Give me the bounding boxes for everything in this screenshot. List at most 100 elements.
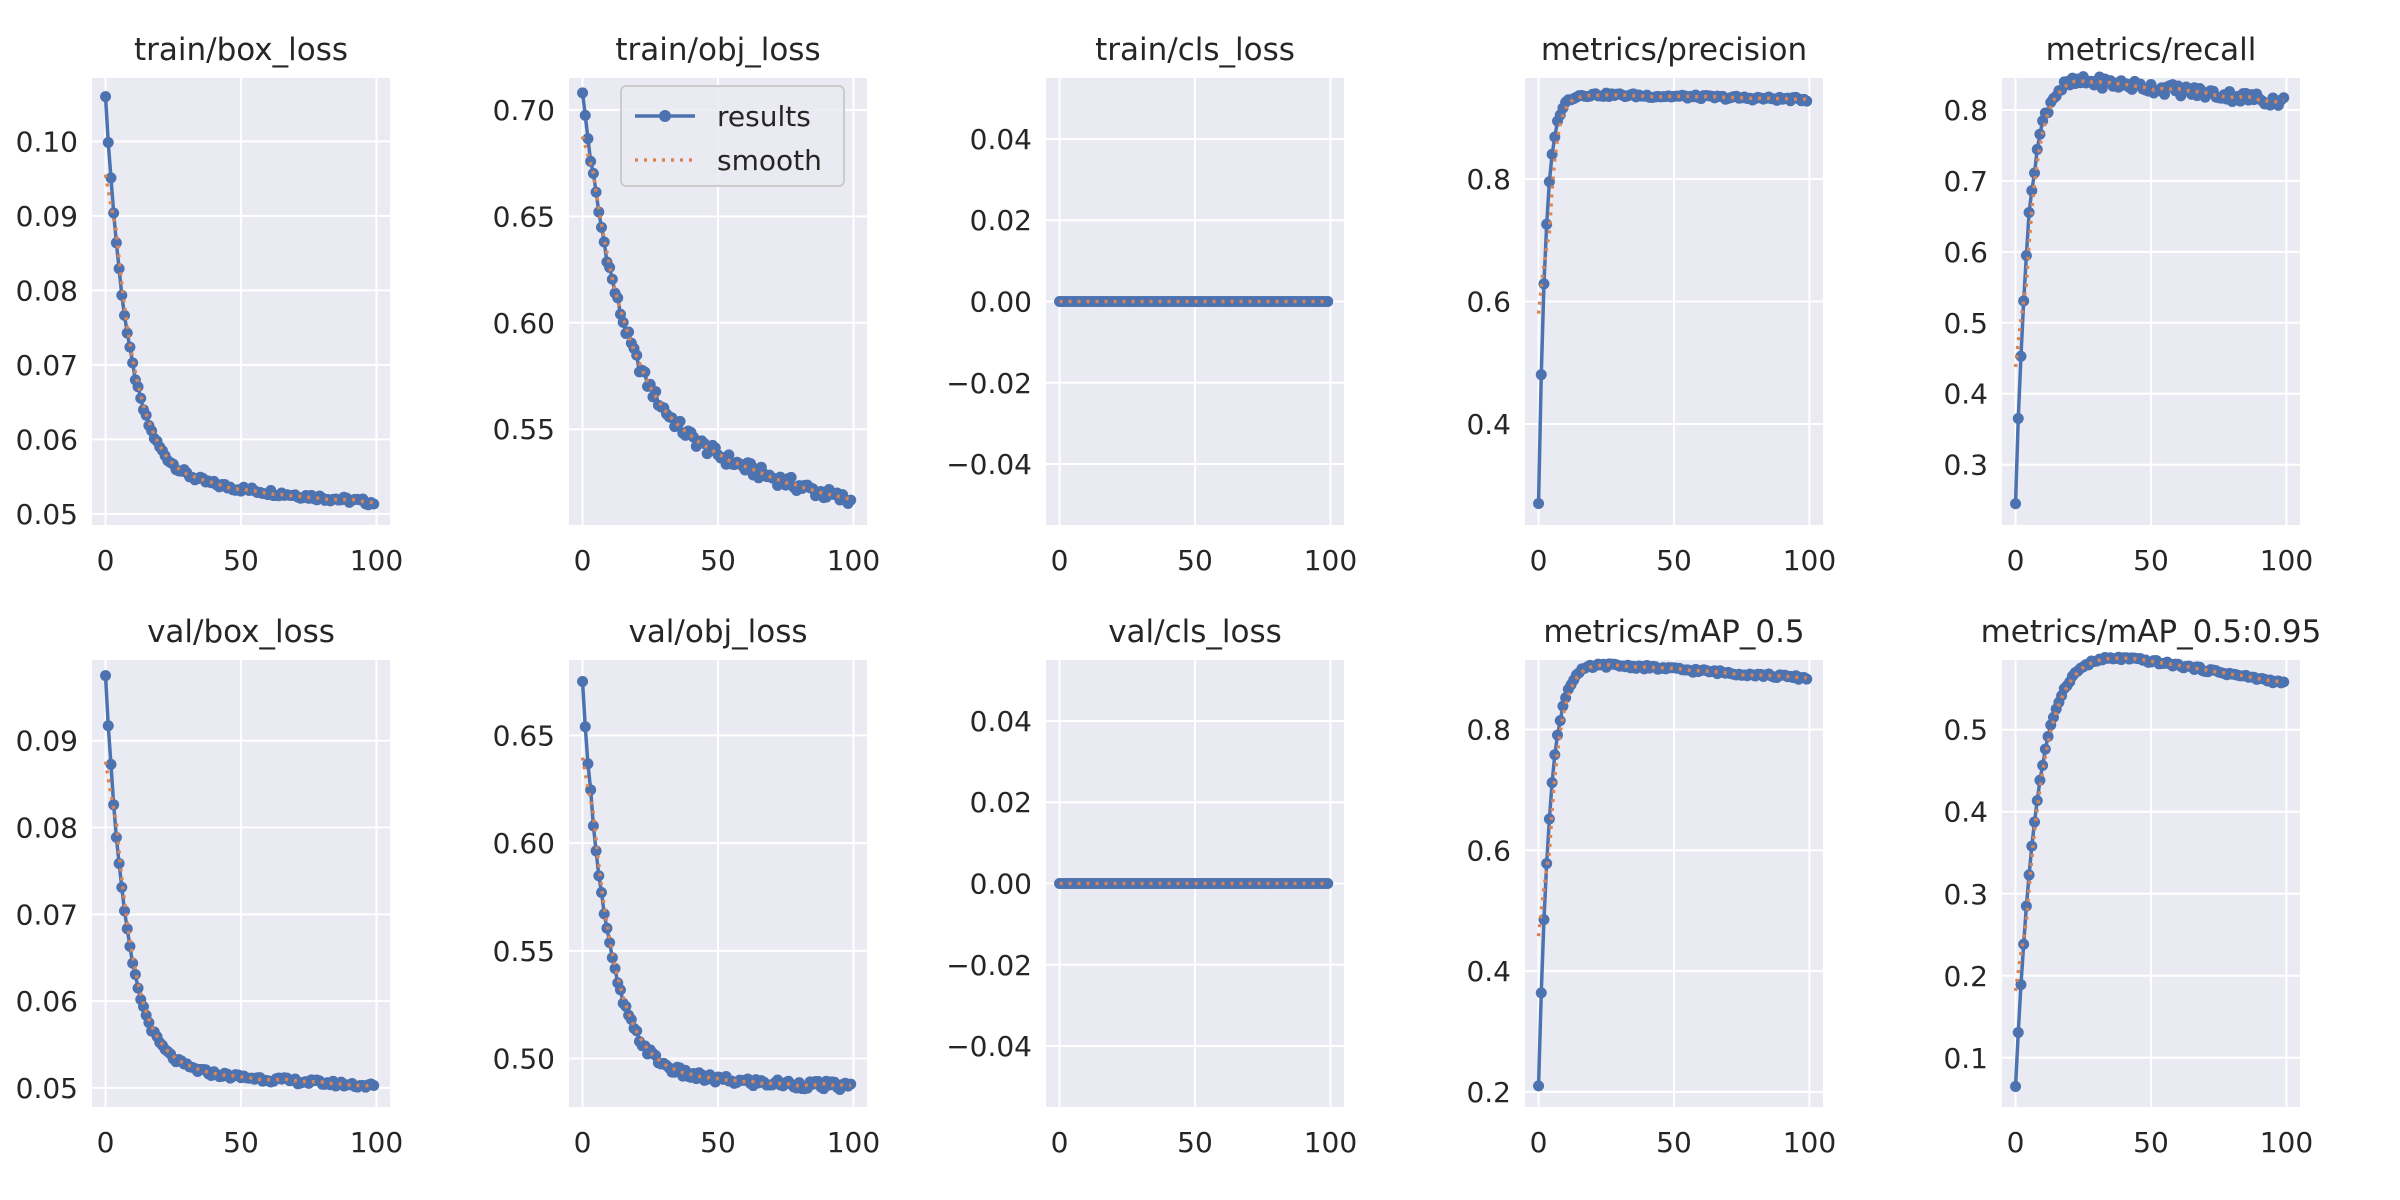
subplot-9: metrics/mAP_0.5 0 50 100 0.2 0.4 0.6 0.8 — [1466, 614, 1836, 1159]
results-point — [2012, 1027, 2024, 1039]
x-tick-label: 50 — [700, 544, 736, 577]
smooth-line — [580, 135, 852, 502]
x-tick-label: 0 — [2007, 544, 2025, 577]
results-point — [2031, 143, 2043, 155]
y-tick-label: 0.04 — [970, 123, 1032, 156]
results-point — [105, 758, 117, 770]
subplot-title: train/obj_loss — [615, 32, 820, 68]
results-point — [2034, 128, 2046, 140]
results-point — [598, 908, 610, 920]
results-point — [585, 155, 597, 167]
y-tick-label: 0.70 — [493, 94, 555, 127]
subplot-6: val/box_loss 0 50 100 0.05 0.06 0.07 0.08 0.09 — [16, 614, 404, 1159]
subplot-10: metrics/mAP_0.5:0.95 0 50 100 0.1 0.2 0.3 0.4 0.… — [1943, 614, 2321, 1159]
subplot-title: train/box_loss — [134, 32, 348, 68]
results-point — [845, 494, 857, 506]
y-tick-label: 0.60 — [493, 307, 555, 340]
results-point — [582, 133, 594, 145]
subplot-3: train/cls_loss 0 50 100 −0.04 −0.02 0.00 0.02 0.… — [946, 32, 1357, 577]
results-point — [124, 341, 136, 353]
y-tick-label: 0.05 — [16, 1072, 78, 1105]
subplot-title: metrics/mAP_0.5 — [1543, 614, 1804, 650]
y-tick-label: −0.02 — [946, 949, 1032, 982]
smooth-line — [1536, 663, 1807, 937]
x-tick-label: 0 — [2007, 1126, 2025, 1159]
x-tick-label: 100 — [350, 544, 403, 577]
results-point — [137, 1001, 149, 1013]
results-point — [1322, 296, 1334, 307]
smooth-line — [580, 757, 851, 1088]
results-markers — [1533, 658, 1813, 1092]
x-tick-label: 0 — [1051, 1126, 1069, 1159]
results-point — [1543, 813, 1555, 825]
y-tick-label: 0.2 — [1943, 960, 1988, 993]
results-point — [100, 670, 112, 682]
y-tick-label: 0.05 — [16, 498, 78, 531]
results-point — [593, 206, 605, 218]
y-tick-label: 0.00 — [970, 286, 1032, 319]
subplot-title: metrics/mAP_0.5:0.95 — [1981, 614, 2322, 650]
x-tick-label: 50 — [223, 544, 259, 577]
y-tick-label: −0.04 — [946, 1030, 1032, 1063]
results-point — [119, 309, 131, 321]
results-point — [596, 221, 608, 233]
x-tick-label: 100 — [2260, 544, 2313, 577]
results-point — [1549, 749, 1561, 761]
results-point — [1533, 1080, 1545, 1092]
subplot-7: val/obj_loss 0 50 100 0.50 0.55 0.60 0.65 — [493, 614, 881, 1159]
results-point — [132, 982, 144, 994]
x-tick-label: 100 — [827, 544, 880, 577]
results-point — [1322, 878, 1334, 889]
y-tick-label: 0.5 — [1943, 714, 1988, 747]
results-point — [723, 449, 735, 461]
results-point — [1554, 715, 1566, 727]
results-point — [579, 721, 591, 733]
legend-results-marker — [659, 110, 671, 122]
results-point — [1535, 987, 1547, 999]
results-point — [102, 720, 114, 732]
results-point — [785, 471, 797, 483]
legend: results smooth — [620, 85, 845, 187]
y-tick-label: 0.4 — [1943, 796, 1988, 829]
results-point — [368, 1079, 380, 1091]
results-point — [1546, 777, 1558, 789]
y-tick-label: 0.06 — [16, 985, 78, 1018]
x-tick-label: 0 — [97, 1126, 115, 1159]
y-tick-label: 0.60 — [493, 827, 555, 860]
y-tick-label: −0.02 — [946, 367, 1032, 400]
legend-smooth-label: smooth — [717, 144, 822, 177]
subplot-title: metrics/precision — [1541, 32, 1807, 68]
results-point — [590, 186, 602, 198]
y-tick-label: 0.7 — [1943, 165, 1988, 198]
subplot-title: val/cls_loss — [1108, 614, 1282, 650]
results-point — [2034, 774, 2046, 786]
x-tick-label: 100 — [1304, 544, 1357, 577]
results-point — [579, 109, 591, 121]
results-point — [606, 952, 618, 964]
results-point — [1801, 673, 1813, 685]
x-tick-label: 50 — [1177, 1126, 1213, 1159]
results-point — [612, 292, 624, 304]
x-tick-label: 50 — [1656, 1126, 1692, 1159]
results-point — [108, 207, 120, 219]
y-tick-label: 0.00 — [970, 868, 1032, 901]
x-tick-label: 50 — [223, 1126, 259, 1159]
x-tick-label: 0 — [1530, 544, 1548, 577]
y-tick-label: 0.4 — [1466, 955, 1511, 988]
y-tick-label: 0.06 — [16, 423, 78, 456]
subplot-8: val/cls_loss 0 50 100 −0.04 −0.02 0.00 0.02 0.04 — [946, 614, 1357, 1159]
results-point — [585, 784, 597, 796]
subplot-1: train/box_loss 0 50 100 0.05 0.06 0.07 0.08 0.09… — [16, 32, 404, 577]
results-point — [2015, 350, 2027, 362]
subplot-5: metrics/recall 0 50 100 0.3 0.4 0.5 0.6 0.7 0.8 — [1943, 32, 2313, 577]
results-point — [604, 261, 616, 273]
results-point — [100, 91, 112, 103]
x-tick-label: 100 — [350, 1126, 403, 1159]
x-tick-label: 100 — [2260, 1126, 2313, 1159]
results-point — [2010, 1081, 2022, 1092]
x-tick-label: 100 — [1783, 1126, 1836, 1159]
smooth-line — [2013, 79, 2285, 368]
subplot-4: metrics/precision 0 50 100 0.4 0.6 0.8 — [1466, 32, 1836, 577]
results-point — [845, 1078, 857, 1090]
